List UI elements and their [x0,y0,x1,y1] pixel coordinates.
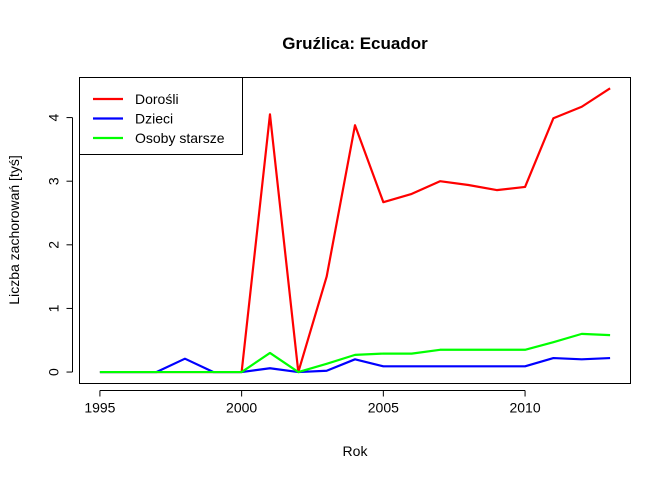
y-tick-label: 2 [46,241,62,249]
x-tick-label: 2000 [226,400,257,416]
y-tick-label: 4 [46,113,62,121]
x-tick-label: 1995 [84,400,115,416]
y-tick-label: 3 [46,177,62,185]
x-tick-label: 2010 [509,400,540,416]
plot-frame [79,77,631,384]
x-tick-label: 2005 [368,400,399,416]
y-tick-label: 1 [46,304,62,312]
legend-label-1: Dzieci [135,111,173,127]
series-layer [99,87,611,374]
series-line-2 [99,332,611,374]
chart-title: Gruźlica: Ecuador [282,34,428,53]
axes: 1995 2000 2005 2010 0 1 2 3 4 [46,113,541,415]
x-axis-label: Rok [343,443,369,459]
y-axis-label: Liczba zachorowań [tyś] [6,155,22,304]
legend-label-2: Osoby starsze [135,130,225,146]
legend-label-0: Dorośli [135,91,179,107]
legend-box [79,77,243,155]
legend: Dorośli Dzieci Osoby starsze [79,77,243,155]
y-tick-label: 0 [46,368,62,376]
series-line-1 [99,356,611,374]
